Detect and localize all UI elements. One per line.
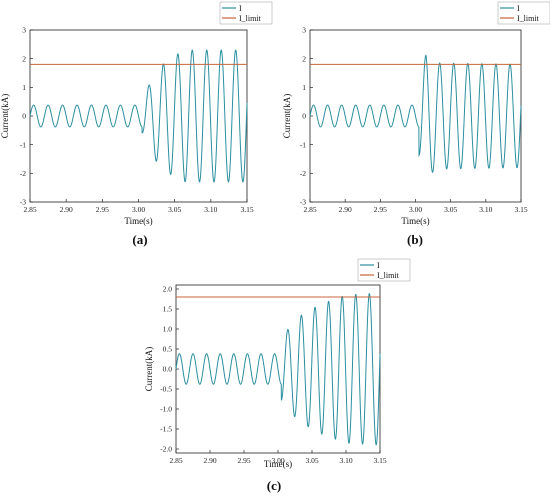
- x-tick-label: 3.10: [479, 205, 492, 214]
- legend: II_limit: [357, 258, 411, 282]
- y-tick-label: -3: [20, 198, 26, 207]
- y-tick-label: -1: [300, 140, 306, 149]
- y-tick-label: -2.0: [160, 445, 172, 454]
- y-tick-label: 0: [302, 112, 306, 121]
- legend-label-limit: I_limit: [239, 14, 262, 23]
- x-tick-label: 2.85: [169, 456, 182, 465]
- y-tick-label: 1.5: [163, 305, 173, 314]
- y-tick-label: 0: [22, 112, 26, 121]
- legend-label-current: I: [517, 4, 520, 13]
- y-tick-label: -1: [20, 140, 26, 149]
- x-tick-label: 2.90: [339, 205, 352, 214]
- panel-label: (b): [407, 232, 423, 247]
- panel-label: (c): [267, 478, 281, 493]
- series-current-line: [29, 49, 248, 183]
- x-tick-label: 2.90: [60, 205, 73, 214]
- x-tick-label: 2.85: [303, 205, 316, 214]
- y-tick-label: 3: [22, 26, 26, 35]
- x-tick-label: 2.85: [23, 205, 36, 214]
- y-tick-label: 2: [22, 54, 26, 63]
- x-axis-label: Time(s): [264, 459, 292, 469]
- y-tick-label: 1: [302, 83, 306, 92]
- y-axis-label: Current(kA): [0, 94, 10, 139]
- x-tick-label: 3.05: [305, 456, 318, 465]
- x-tick-label: 2.95: [374, 205, 387, 214]
- x-tick-label: 2.95: [96, 205, 109, 214]
- y-tick-label: -0.5: [160, 385, 172, 394]
- y-tick-label: 1.0: [163, 325, 173, 334]
- y-tick-label: -1.0: [160, 405, 172, 414]
- x-axis-label: Time(s): [124, 216, 152, 226]
- legend-label-current: I: [377, 261, 380, 270]
- x-tick-label: 3.15: [240, 205, 253, 214]
- legend: II_limit: [497, 1, 550, 25]
- x-tick-label: 2.90: [203, 456, 216, 465]
- legend-label-limit: I_limit: [517, 14, 540, 23]
- chart-panel-2: 2.85 2.90 2.95 3.00 3.05 3.10 3.15 -3 -2 -1 0 1 2 3 Ti…: [282, 1, 550, 247]
- x-tick-label: 3.15: [514, 205, 527, 214]
- y-tick-label: 3: [302, 26, 306, 35]
- series-current-line: [175, 293, 381, 446]
- y-tick-label: -2: [300, 169, 306, 178]
- x-tick-label: 3.05: [444, 205, 457, 214]
- chart-panel-1: 2.85 2.90 2.95 3.00 3.05 3.10 3.15 -3 -2 -1 0 1 2 3 Ti…: [0, 1, 273, 247]
- x-tick-label: 2.95: [237, 456, 250, 465]
- y-tick-label: -3: [300, 198, 306, 207]
- y-tick-label: -1.5: [160, 425, 172, 434]
- x-tick-label: 3.05: [168, 205, 181, 214]
- legend: II_limit: [219, 1, 273, 25]
- y-axis-label: Current(kA): [282, 94, 292, 139]
- x-tick-label: 3.00: [271, 456, 284, 465]
- x-tick-label: 3.00: [132, 205, 145, 214]
- x-tick-label: 3.15: [373, 456, 386, 465]
- series-current-line: [309, 54, 522, 173]
- y-tick-label: 0.5: [163, 345, 173, 354]
- x-tick-label: 3.10: [204, 205, 217, 214]
- x-tick-label: 3.10: [339, 456, 352, 465]
- x-tick-label: 3.00: [409, 205, 422, 214]
- legend-label-limit: I_limit: [377, 271, 400, 280]
- y-tick-label: 1: [22, 83, 26, 92]
- x-axis-label: Time(s): [401, 216, 429, 226]
- legend-label-current: I: [239, 4, 242, 13]
- chart-panel-3: 2.85 2.90 2.95 3.00 3.05 3.10 3.15 -2.0 -1.5 -1.0…: [144, 258, 411, 493]
- y-tick-label: 0.0: [163, 365, 173, 374]
- y-axis-label: Current(kA): [144, 347, 154, 392]
- y-tick-label: -2: [20, 169, 26, 178]
- panel-label: (a): [132, 232, 147, 247]
- y-tick-label: 2.0: [163, 285, 173, 294]
- y-tick-label: 2: [302, 54, 306, 63]
